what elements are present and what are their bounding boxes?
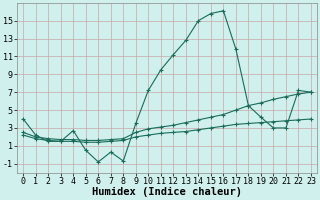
X-axis label: Humidex (Indice chaleur): Humidex (Indice chaleur) bbox=[92, 187, 242, 197]
